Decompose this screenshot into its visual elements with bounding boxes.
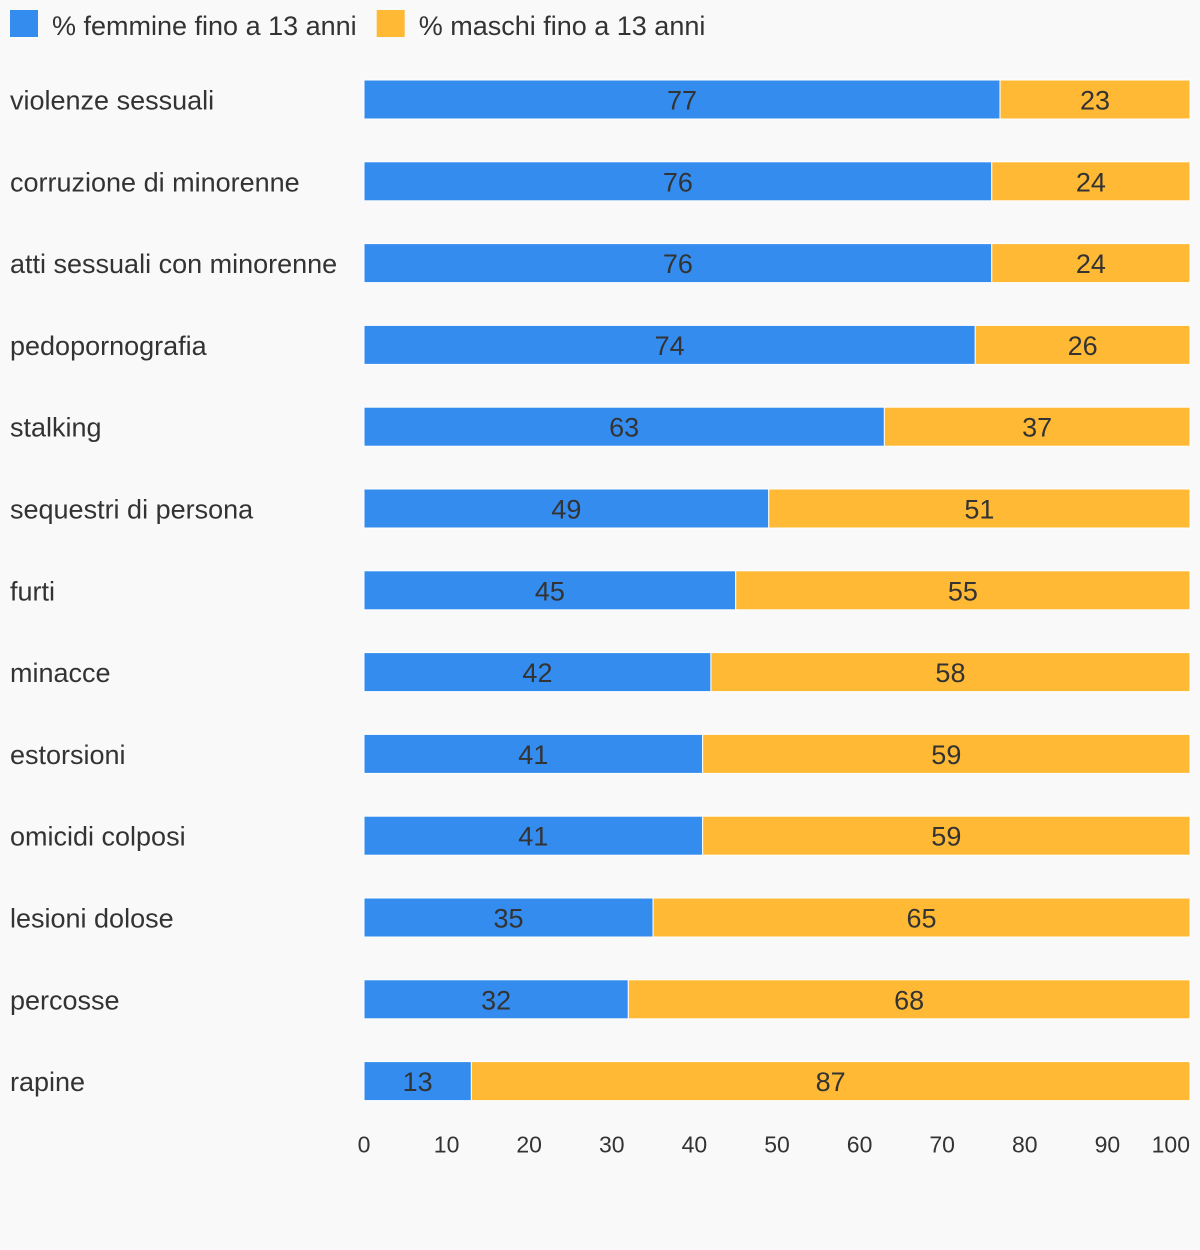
category-label-lesioni-dolose: lesioni dolose	[10, 904, 174, 934]
bar-violenze-sessuali-series-1	[363, 79, 1001, 120]
bar-rapine-series-2	[470, 1061, 1191, 1102]
bar-pedopornografia-series-1	[363, 324, 976, 365]
data-label-rapine-series-2: 87	[816, 1067, 846, 1097]
x-tick-label-100: 100	[1152, 1132, 1190, 1158]
bar-minacce-series-2	[710, 652, 1191, 693]
data-label-omicidi-colposi-series-2: 59	[931, 822, 961, 852]
data-label-corruzione-di-minorenne-series-1: 76	[663, 167, 693, 197]
bar-pedopornografia-series-2	[974, 324, 1191, 365]
x-tick-label-80: 80	[1012, 1132, 1038, 1158]
bar-rapine-series-1	[363, 1061, 472, 1102]
x-tick-label-60: 60	[847, 1132, 873, 1158]
legend-swatch-2	[376, 10, 405, 37]
data-label-minacce-series-1: 42	[522, 658, 552, 688]
data-label-pedopornografia-series-2: 26	[1068, 331, 1098, 361]
data-label-pedopornografia-series-1: 74	[655, 331, 685, 361]
bar-stalking-series-2	[883, 406, 1191, 447]
bar-percosse-series-2	[627, 979, 1191, 1020]
legend-label-1: % femmine fino a 13 anni	[52, 11, 357, 41]
bar-lesioni-dolose-series-2	[652, 897, 1191, 938]
data-label-furti-series-2: 55	[948, 576, 978, 606]
category-label-estorsioni: estorsioni	[10, 740, 126, 770]
bar-omicidi-colposi-series-1	[363, 815, 704, 856]
bar-furti-series-1	[363, 570, 737, 611]
data-label-atti-sessuali-con-minorenne-series-2: 24	[1076, 249, 1106, 279]
data-label-violenze-sessuali-series-2: 23	[1080, 86, 1110, 116]
category-labels: violenze sessuali corruzione di minorenne…	[10, 86, 337, 1098]
legend-swatch-1	[10, 10, 38, 37]
bar-percosse-series-1	[363, 979, 629, 1020]
data-label-estorsioni-series-2: 59	[931, 740, 961, 770]
legend-label-2: % maschi fino a 13 anni	[419, 11, 706, 41]
data-label-percosse-series-2: 68	[894, 985, 924, 1015]
data-label-violenze-sessuali-series-1: 77	[667, 86, 697, 116]
data-label-minacce-series-2: 58	[935, 658, 965, 688]
x-tick-label-40: 40	[682, 1132, 708, 1158]
data-label-omicidi-colposi-series-1: 41	[518, 822, 548, 852]
bar-estorsioni-series-2	[702, 733, 1191, 774]
category-label-sequestri-di-persona: sequestri di persona	[10, 495, 254, 525]
bar-estorsioni-series-1	[363, 733, 704, 774]
x-tick-label-10: 10	[434, 1132, 460, 1158]
data-label-lesioni-dolose-series-1: 35	[494, 904, 524, 934]
category-label-violenze-sessuali: violenze sessuali	[10, 86, 214, 116]
x-tick-label-50: 50	[764, 1132, 790, 1158]
category-label-pedopornografia: pedopornografia	[10, 331, 208, 361]
category-label-rapine: rapine	[10, 1067, 85, 1097]
bar-violenze-sessuali-series-2	[999, 79, 1191, 120]
bars: 77 23 76 24 76 24 74 26 63 37 49 51 45 55 42 58 41 59 41 59…	[363, 79, 1191, 1102]
bar-lesioni-dolose-series-1	[363, 897, 654, 938]
data-label-corruzione-di-minorenne-series-2: 24	[1076, 167, 1106, 197]
data-label-sequestri-di-persona-series-2: 51	[964, 495, 994, 525]
bar-sequestri-di-persona-series-2	[768, 488, 1191, 529]
bar-atti-sessuali-con-minorenne-series-1	[363, 243, 993, 284]
bar-stalking-series-1	[363, 406, 885, 447]
category-label-corruzione-di-minorenne: corruzione di minorenne	[10, 167, 300, 197]
data-label-stalking-series-2: 37	[1022, 413, 1052, 443]
category-label-furti: furti	[10, 576, 55, 606]
category-label-minacce: minacce	[10, 658, 111, 688]
data-label-rapine-series-1: 13	[403, 1067, 433, 1097]
bar-corruzione-di-minorenne-series-2	[991, 161, 1191, 202]
x-tick-label-0: 0	[358, 1132, 371, 1158]
x-tick-label-30: 30	[599, 1132, 625, 1158]
category-label-percosse: percosse	[10, 985, 120, 1015]
data-label-sequestri-di-persona-series-1: 49	[551, 495, 581, 525]
data-label-furti-series-1: 45	[535, 576, 565, 606]
bar-furti-series-2	[735, 570, 1191, 611]
x-tick-label-20: 20	[516, 1132, 542, 1158]
data-label-percosse-series-1: 32	[481, 985, 511, 1015]
x-tick-label-90: 90	[1095, 1132, 1121, 1158]
category-label-stalking: stalking	[10, 413, 102, 443]
data-label-lesioni-dolose-series-2: 65	[907, 904, 937, 934]
data-label-estorsioni-series-1: 41	[518, 740, 548, 770]
legend: % femmine fino a 13 anni % maschi fino a …	[10, 10, 705, 41]
bar-atti-sessuali-con-minorenne-series-2	[991, 243, 1191, 284]
data-label-stalking-series-1: 63	[609, 413, 639, 443]
bar-omicidi-colposi-series-2	[702, 815, 1191, 856]
x-tick-label-70: 70	[929, 1132, 955, 1158]
category-label-omicidi-colposi: omicidi colposi	[10, 822, 186, 852]
data-label-atti-sessuali-con-minorenne-series-1: 76	[663, 249, 693, 279]
category-label-atti-sessuali-con-minorenne: atti sessuali con minorenne	[10, 249, 337, 279]
x-axis: 0 10 20 30 40 50 60 70 80 90 100	[358, 1132, 1190, 1158]
bar-corruzione-di-minorenne-series-1	[363, 161, 993, 202]
